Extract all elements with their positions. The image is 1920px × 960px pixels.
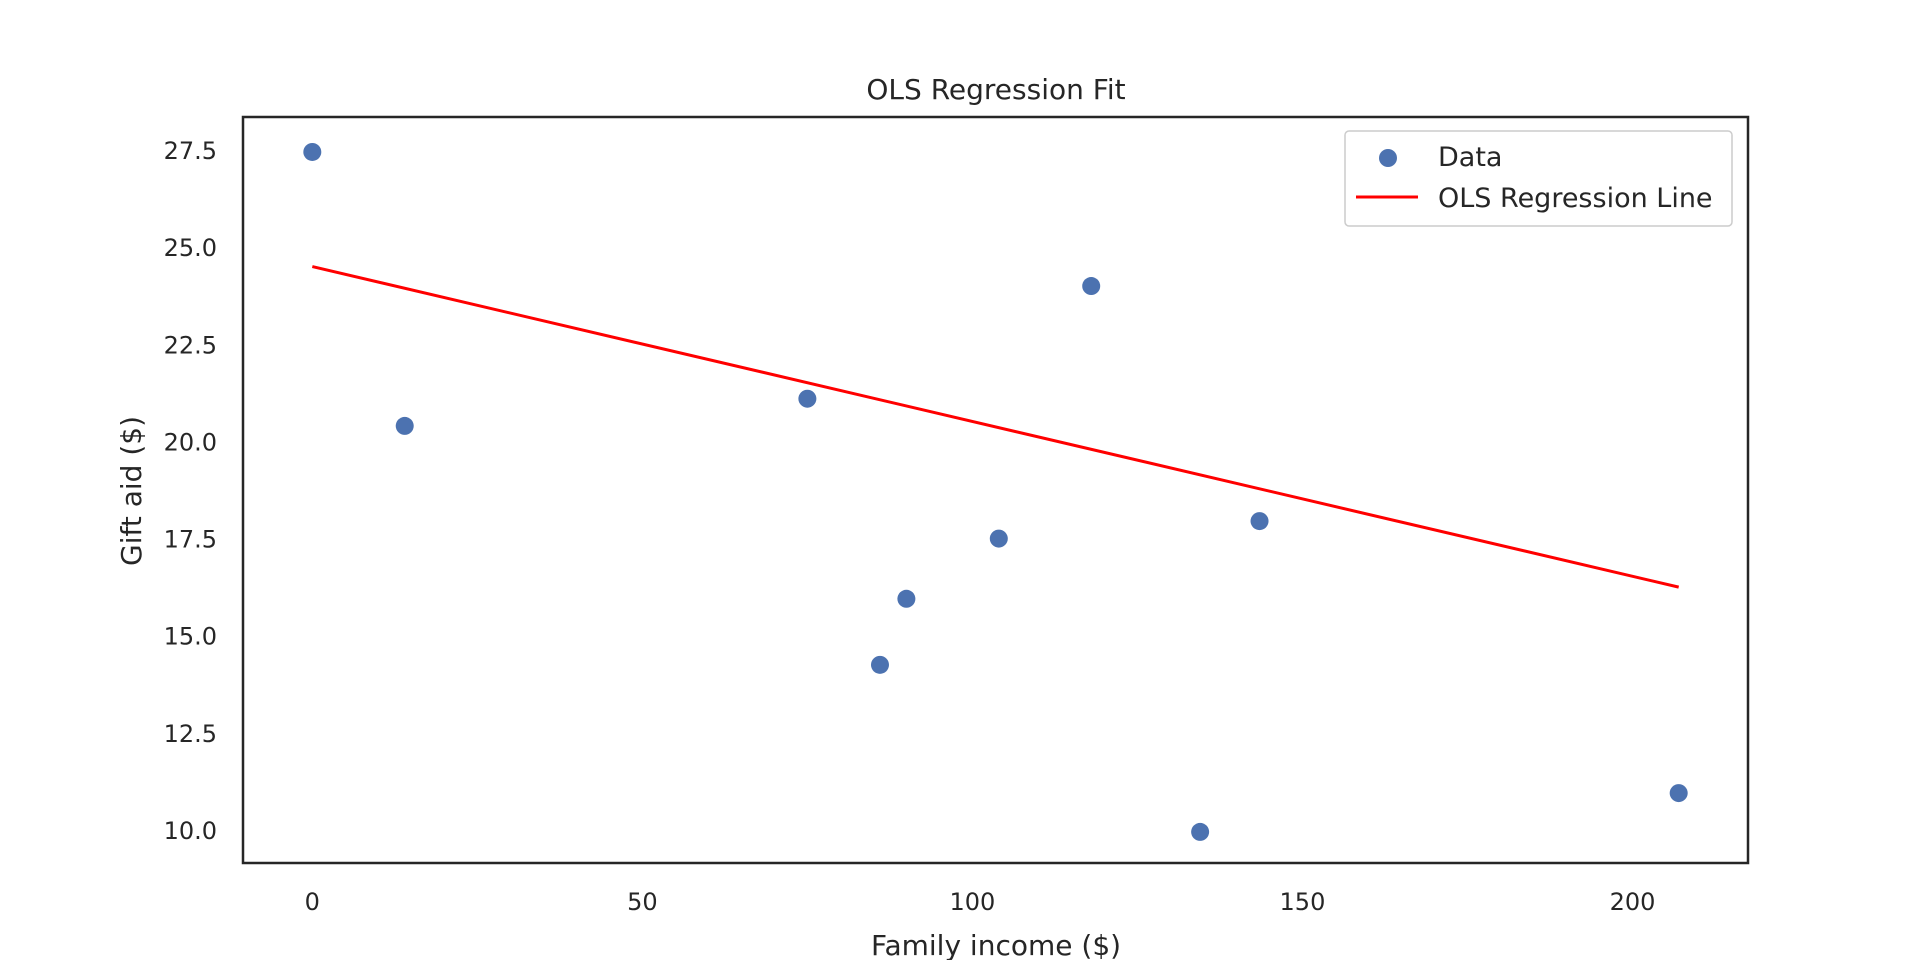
legend-marker-data [1379, 149, 1397, 167]
data-point [1669, 784, 1688, 803]
plot-frame [241, 115, 1750, 865]
legend-label-ols-line: OLS Regression Line [1438, 183, 1713, 214]
y-tick-label: 25.0 [164, 234, 217, 262]
y-axis-ticks: 10.0 12.5 15.0 17.5 20.0 22.5 25.0 27.5 [164, 137, 217, 845]
y-tick-label: 17.5 [164, 526, 217, 554]
plot-area [241, 115, 1750, 865]
data-point [1191, 822, 1210, 841]
x-tick-label: 50 [627, 888, 658, 916]
x-axis-ticks: 0 50 100 150 200 [305, 888, 1656, 916]
y-axis-label: Gift aid ($) [115, 416, 148, 566]
chart-title: OLS Regression Fit [866, 73, 1125, 106]
y-tick-label: 20.0 [164, 428, 217, 456]
ols-regression-line [311, 265, 1680, 589]
data-point [303, 142, 322, 161]
x-axis-label: Family income ($) [871, 929, 1121, 960]
data-point [798, 389, 817, 408]
x-tick-label: 0 [305, 888, 320, 916]
data-point [1250, 512, 1269, 531]
legend-label-data: Data [1438, 142, 1502, 173]
data-point [1082, 277, 1101, 296]
data-point [870, 655, 889, 674]
y-tick-label: 15.0 [164, 623, 217, 651]
legend-box [1344, 130, 1733, 227]
x-tick-label: 150 [1280, 888, 1326, 916]
data-point [897, 589, 916, 608]
data-point [989, 529, 1008, 548]
y-tick-label: 27.5 [164, 137, 217, 165]
y-tick-label: 10.0 [164, 817, 217, 845]
data-point [395, 416, 414, 435]
y-tick-label: 12.5 [164, 720, 217, 748]
x-tick-label: 200 [1610, 888, 1656, 916]
x-tick-label: 100 [949, 888, 995, 916]
legend: Data OLS Regression Line [1344, 130, 1733, 227]
y-tick-label: 22.5 [164, 331, 217, 359]
plot-background [243, 117, 1748, 863]
